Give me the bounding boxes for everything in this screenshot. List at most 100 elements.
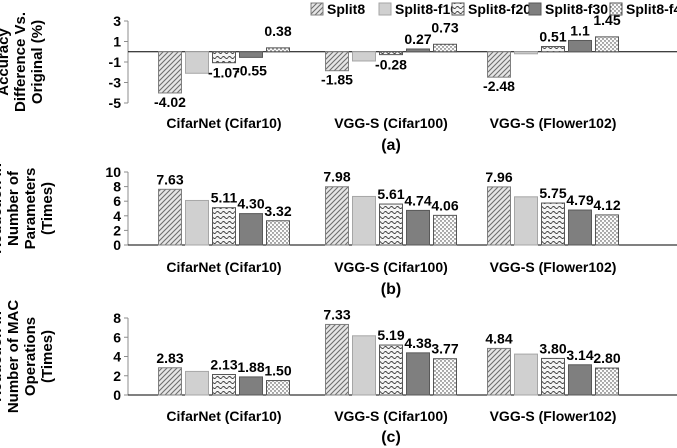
y-tick-label: 4 <box>113 208 121 224</box>
bar-split8-f40-3 <box>595 367 619 396</box>
legend-label: Split8-f40 <box>626 1 677 17</box>
data-label: 1.45 <box>593 12 620 28</box>
legend-label: Split8-f30 <box>545 1 608 17</box>
data-label: -1.07 <box>208 65 240 81</box>
data-label: -4.02 <box>154 94 186 110</box>
bar-split8-f10-2 <box>352 195 376 246</box>
x-category-label: VGG-S (Flower102) <box>490 408 617 424</box>
bar-split8-f10-3 <box>514 51 538 55</box>
data-label: 0.51 <box>539 29 566 45</box>
bar-split8-f10-1 <box>185 51 209 74</box>
data-label: 2.13 <box>210 356 237 372</box>
bar-split8-f10-2 <box>352 51 376 62</box>
panel-caption: (c) <box>381 429 401 446</box>
x-category-label: VGG-S (Cifar100) <box>334 408 448 424</box>
y-tick-label: 2 <box>113 368 121 384</box>
y-tick-label: 0 <box>113 237 121 253</box>
data-label: 7.96 <box>485 169 512 185</box>
data-label: 4.12 <box>593 197 620 213</box>
bar-split8-f40-3 <box>595 214 619 246</box>
data-label: 5.19 <box>377 327 404 343</box>
bar-split8-2 <box>325 51 349 72</box>
legend-item-4: Split8-f30 <box>528 1 608 17</box>
legend-swatch <box>528 2 542 16</box>
bar-split8-f40-1 <box>266 47 290 53</box>
bar-split8-f30-1 <box>239 213 263 246</box>
data-label: 1.1 <box>570 22 590 38</box>
bar-split8-f10-3 <box>514 353 538 396</box>
legend: Split8 Split8-f10 Split8-f20 Split8-f30 Spli… <box>310 1 677 17</box>
y-tick-label: -1 <box>109 54 122 70</box>
data-label: -1.85 <box>321 72 353 88</box>
bar-split8-f20-3 <box>541 46 565 53</box>
data-label: 7.63 <box>156 171 183 187</box>
data-label: 1.88 <box>237 359 264 375</box>
data-label: -2.48 <box>483 78 515 94</box>
data-label: 3.14 <box>566 347 593 363</box>
bar-split8-f30-1 <box>239 376 263 396</box>
x-category-label: CifarNet (Cifar10) <box>166 259 281 275</box>
legend-swatch <box>451 2 465 16</box>
data-label: -0.55 <box>235 62 267 78</box>
bar-split8-f30-3 <box>568 39 592 53</box>
bar-split8-2 <box>325 186 349 246</box>
x-category-label: VGG-S (Cifar100) <box>334 115 448 131</box>
bar-split8-2 <box>325 323 349 396</box>
data-label: 0.38 <box>264 23 291 39</box>
bar-split8-f20-2 <box>379 344 403 396</box>
bar-split8-f30-2 <box>406 48 430 53</box>
legend-item-1: Split8 <box>310 1 365 17</box>
bar-split8-f10-2 <box>352 335 376 396</box>
data-label: 4.06 <box>431 197 458 213</box>
bar-split8-f30-1 <box>239 51 263 58</box>
bar-split8-f40-2 <box>433 43 457 53</box>
bar-split8-f40-2 <box>433 358 457 396</box>
chart-panel-c: 0 2 4 6 8 Reduction inNumber of MACOperations… <box>0 300 677 446</box>
data-label: 2.83 <box>156 350 183 366</box>
y-tick-label: 4 <box>113 349 121 365</box>
bar-split8-f10-3 <box>514 196 538 246</box>
legend-item-2: Split8-f10 <box>378 1 458 17</box>
data-label: 5.61 <box>377 186 404 202</box>
panel-caption: (a) <box>381 137 401 154</box>
bar-split8-f30-3 <box>568 364 592 396</box>
bar-split8-f20-2 <box>379 203 403 246</box>
y-axis-label: Reduction inNumber ofParameters(Times) <box>0 163 56 254</box>
bar-split8-1 <box>158 51 182 94</box>
bar-split8-f40-1 <box>266 380 290 396</box>
bar-split8-1 <box>158 188 182 246</box>
data-label: 4.30 <box>237 196 264 212</box>
legend-label: Split8-f10 <box>395 1 458 17</box>
legend-swatch <box>378 2 392 16</box>
data-label: 5.11 <box>211 190 238 206</box>
data-label: 1.50 <box>264 363 291 379</box>
x-category-label: VGG-S (Flower102) <box>490 115 617 131</box>
x-category-label: VGG-S (Cifar100) <box>334 259 448 275</box>
bar-split8-f40-1 <box>266 220 290 246</box>
bar-split8-3 <box>487 186 511 246</box>
data-label: 7.98 <box>323 169 350 185</box>
data-label: -0.28 <box>375 57 407 73</box>
data-label: 3.80 <box>539 340 566 356</box>
bar-split8-f30-2 <box>406 352 430 396</box>
chart-panels: -5 -3 -1 1 3 AccuracyDifference Vs.Original (… <box>0 12 677 446</box>
bar-split8-f30-3 <box>568 209 592 246</box>
data-label: 5.75 <box>539 185 566 201</box>
y-axis-label: AccuracyDifference Vs.Original (%) <box>0 12 46 112</box>
y-tick-label: -3 <box>109 75 122 91</box>
bar-split8-f40-3 <box>595 36 619 53</box>
x-category-label: VGG-S (Flower102) <box>490 259 617 275</box>
data-label: 4.84 <box>485 330 512 346</box>
data-label: 3.77 <box>431 341 458 357</box>
bar-split8-f40-2 <box>433 214 457 246</box>
bar-split8-f20-1 <box>212 373 236 396</box>
x-category-label: CifarNet (Cifar10) <box>166 408 281 424</box>
bar-split8-f20-3 <box>541 357 565 396</box>
data-label: 4.38 <box>404 335 431 351</box>
data-label: 7.33 <box>323 306 350 322</box>
bar-split8-3 <box>487 51 511 78</box>
bar-split8-3 <box>487 347 511 396</box>
legend-swatch <box>310 2 324 16</box>
